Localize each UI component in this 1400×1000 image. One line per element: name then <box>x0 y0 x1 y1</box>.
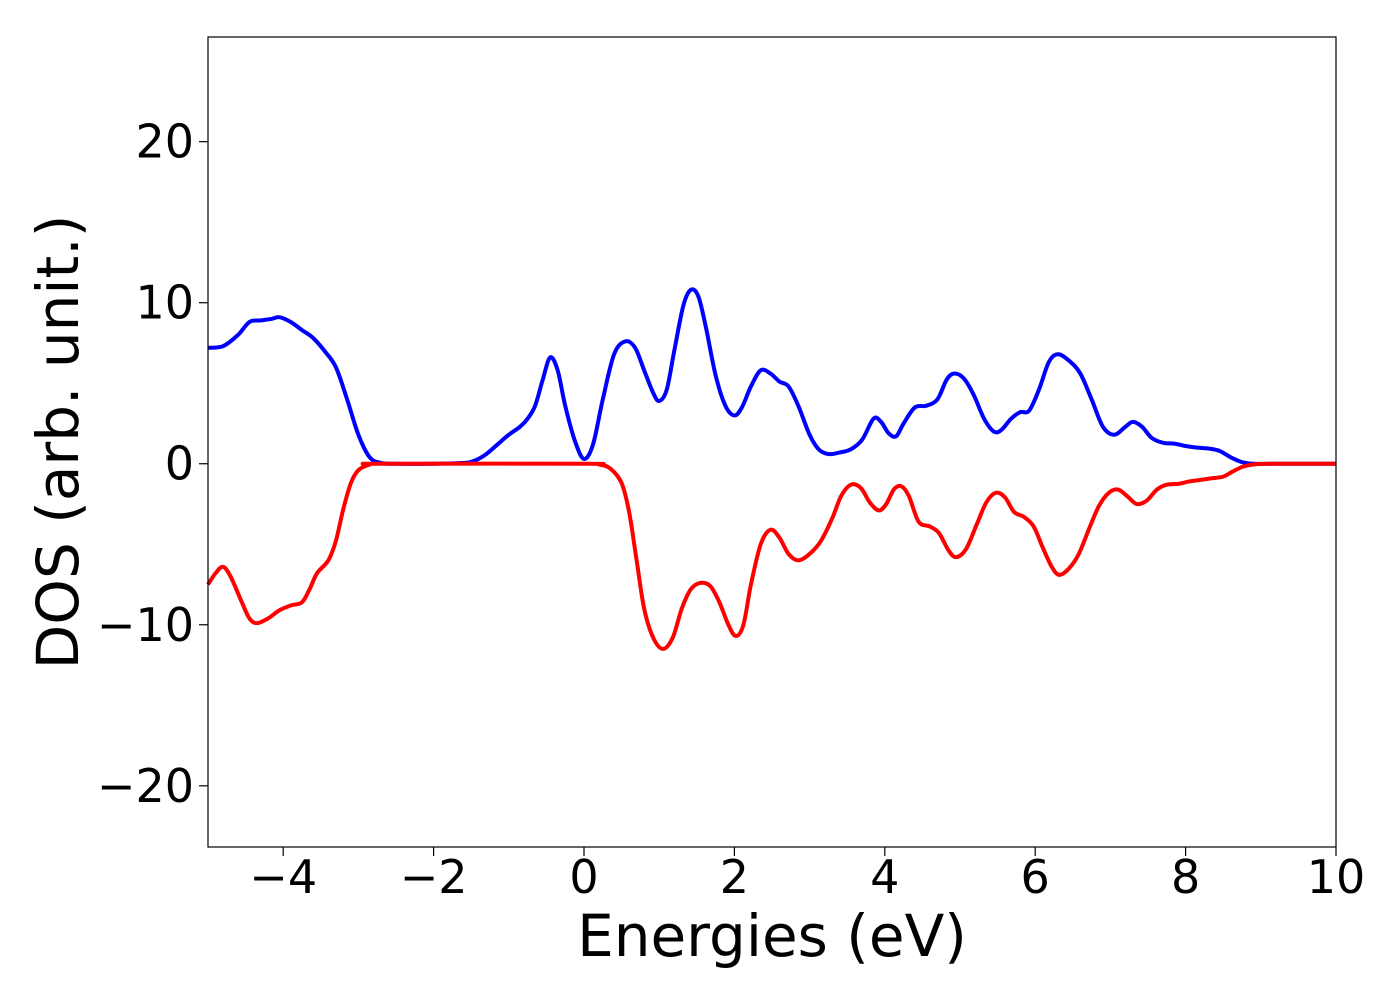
y-tick-label: −10 <box>97 598 194 652</box>
x-tick-label: −2 <box>400 850 468 904</box>
series-layer <box>206 287 1337 651</box>
x-tick-label: 4 <box>870 850 899 904</box>
x-tick-label: 6 <box>1021 850 1050 904</box>
x-axis-label: Energies (eV) <box>577 902 967 970</box>
series-line-2 <box>206 461 1337 651</box>
x-tick-label: 10 <box>1307 850 1366 904</box>
x-tick-label: 2 <box>720 850 749 904</box>
x-ticks: −4 −2 0 2 4 6 8 10 <box>249 847 1365 904</box>
plot-background <box>208 37 1336 847</box>
y-axis-label: DOS (arb. unit.) <box>24 215 92 670</box>
x-tick-label: 0 <box>569 850 598 904</box>
y-ticks: 20 10 0 −10 −20 <box>97 115 208 813</box>
y-tick-label: 20 <box>135 115 194 169</box>
y-tick-label: 10 <box>135 276 194 330</box>
y-tick-label: 0 <box>165 437 194 491</box>
y-tick-label: −20 <box>97 759 194 813</box>
x-tick-label: 8 <box>1171 850 1200 904</box>
x-tick-label: −4 <box>249 850 317 904</box>
plot-frame <box>207 36 1337 848</box>
